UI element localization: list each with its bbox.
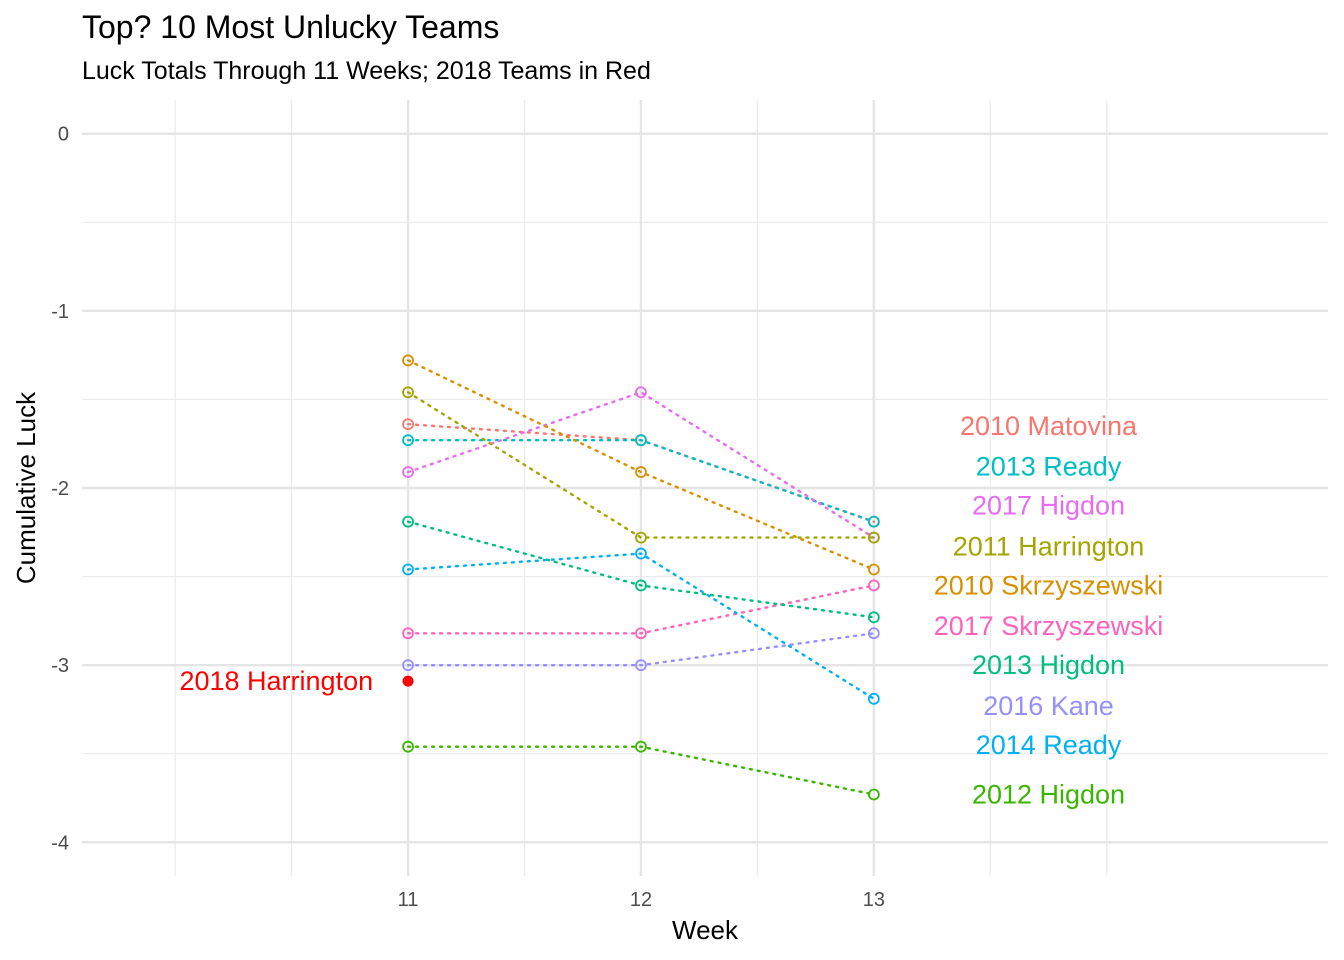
data-point: [635, 627, 647, 640]
data-point: [402, 563, 414, 576]
data-point: [635, 531, 647, 544]
series-line: [406, 632, 876, 667]
series-line: [406, 391, 876, 539]
y-tick-label: 0: [58, 124, 69, 146]
data-point: [402, 354, 414, 367]
series-label: 2017 Higdon: [972, 491, 1125, 521]
data-point: [635, 579, 647, 592]
data-point: [867, 611, 880, 624]
data-point: [402, 418, 414, 431]
series-line: [406, 520, 876, 619]
data-point: [867, 579, 880, 592]
data-point: [402, 515, 414, 528]
series-line: [406, 439, 876, 523]
series-label: 2016 Kane: [983, 691, 1114, 721]
y-axis-title: Cumulative Luck: [11, 391, 41, 584]
series-label: 2013 Ready: [976, 452, 1122, 482]
data-point: [402, 740, 414, 753]
data-point: [635, 466, 647, 478]
series-label: 2013 Higdon: [972, 650, 1125, 680]
data-point: [867, 692, 880, 705]
x-axis-title: Week: [672, 915, 739, 945]
series-line: [406, 552, 876, 700]
grid-major: [82, 100, 1328, 876]
series-line: [406, 359, 876, 571]
x-tick-label: 13: [863, 889, 885, 911]
series-label: 2011 Harrington: [953, 531, 1145, 561]
highlight-point: [402, 675, 414, 687]
series-label: 2010 Skrzyszewski: [934, 570, 1164, 600]
data-point: [635, 659, 647, 672]
data-point: [867, 788, 880, 801]
data-point: [402, 386, 414, 399]
y-tick-label: -2: [51, 478, 69, 500]
highlight-layer: 2018 Harrington: [179, 666, 414, 696]
data-point: [402, 627, 414, 640]
series-line: [406, 584, 876, 635]
data-point: [635, 434, 647, 447]
data-point: [867, 531, 880, 544]
y-tick-label: -1: [51, 301, 69, 323]
series-label: 2012 Higdon: [972, 780, 1125, 810]
y-tick-labels: 0 -1 -2 -3 -4: [51, 124, 69, 855]
x-tick-label: 11: [398, 889, 419, 911]
series-label: 2017 Skrzyszewski: [934, 611, 1164, 641]
data-point: [402, 659, 414, 672]
y-tick-label: -4: [51, 832, 69, 854]
series-labels: 2010 Matovina 2013 Ready 2017 Higdon 2011 H…: [934, 411, 1164, 810]
data-point: [867, 563, 880, 576]
x-tick-labels: 11 12 13: [398, 889, 885, 911]
y-tick-label: -3: [51, 655, 69, 677]
data-point: [402, 466, 414, 478]
x-tick-label: 12: [630, 889, 652, 911]
data-point: [635, 740, 647, 753]
series-line: [406, 390, 876, 539]
series-points: [402, 354, 880, 801]
series-line: [406, 745, 876, 796]
data-point: [635, 386, 647, 399]
data-point: [867, 627, 880, 640]
chart-title: Top? 10 Most Unlucky Teams: [82, 9, 499, 45]
highlight-label: 2018 Harrington: [179, 666, 373, 696]
chart-subtitle: Luck Totals Through 11 Weeks; 2018 Teams…: [82, 57, 651, 85]
data-point: [867, 515, 880, 528]
data-point: [402, 434, 414, 447]
series-lines: [406, 359, 876, 796]
series-label: 2010 Matovina: [960, 411, 1138, 441]
data-point: [635, 547, 647, 560]
series-label: 2014 Ready: [976, 730, 1122, 760]
